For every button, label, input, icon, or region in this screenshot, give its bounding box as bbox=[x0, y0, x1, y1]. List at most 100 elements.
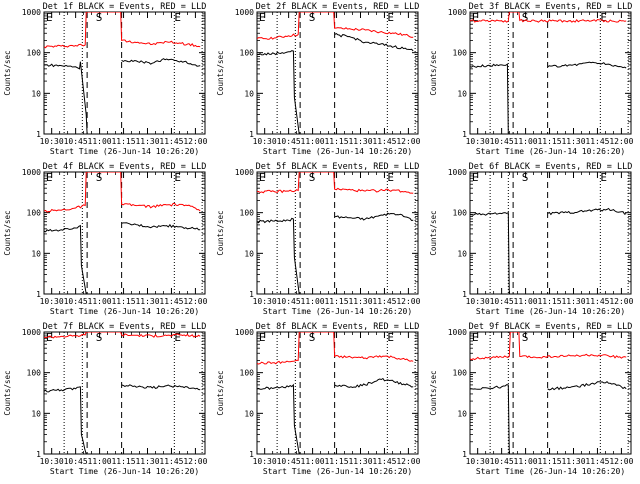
events-series-line bbox=[470, 63, 510, 134]
event-marker-label: S bbox=[96, 11, 103, 24]
chart-panel-6: Det 6f BLACK = Events, RED = LLD 1 10 100 10… bbox=[429, 162, 634, 316]
x-tick-label: 11:00 bbox=[88, 297, 112, 306]
chart-panel-4: Det 4f BLACK = Events, RED = LLD 1 10 100 10… bbox=[3, 162, 208, 316]
plot-frame bbox=[256, 171, 419, 295]
y-tick-label: 10 bbox=[31, 409, 41, 418]
series-group bbox=[257, 12, 414, 134]
lld-series-line bbox=[257, 12, 414, 40]
y-tick-label: 1 bbox=[462, 290, 467, 299]
chart-panel-8: Det 8f BLACK = Events, RED = LLD 1 10 100 10… bbox=[216, 322, 421, 476]
x-tick-label: 10:45 bbox=[64, 457, 88, 466]
x-tick-label: 11:00 bbox=[514, 137, 538, 146]
x-tick-label: 10:45 bbox=[277, 297, 301, 306]
chart-panel-1: Det 1f BLACK = Events, RED = LLD 1 10 100 10… bbox=[3, 2, 208, 156]
y-tick-label: 100 bbox=[240, 209, 255, 218]
y-tick-label: 1000 bbox=[448, 168, 467, 177]
y-tick-label: 10 bbox=[457, 409, 467, 418]
chart-title: Det 3f BLACK = Events, RED = LLD bbox=[469, 2, 633, 12]
y-tick-label: 100 bbox=[453, 49, 468, 58]
x-axis-label: Start Time (26-Jun-14 10:26:20) bbox=[263, 147, 412, 156]
x-axis-label: Start Time (26-Jun-14 10:26:20) bbox=[50, 147, 199, 156]
x-tick-label: 11:45 bbox=[159, 137, 183, 146]
x-tick-label: 11:00 bbox=[514, 297, 538, 306]
event-marker-label: E bbox=[472, 11, 479, 24]
y-tick-label: 1 bbox=[36, 290, 41, 299]
x-tick-label: 11:30 bbox=[135, 457, 159, 466]
y-axis-label: Counts/sec bbox=[429, 370, 438, 415]
x-tick-label: 10:30 bbox=[40, 457, 64, 466]
x-tick-label: 12:00 bbox=[396, 297, 420, 306]
x-tick-label: 11:30 bbox=[135, 137, 159, 146]
x-axis-label: Start Time (26-Jun-14 10:26:20) bbox=[263, 307, 412, 316]
plot-frame bbox=[256, 331, 419, 455]
events-series-line bbox=[121, 58, 201, 67]
x-tick-label: 11:30 bbox=[561, 137, 585, 146]
event-marker-label: E bbox=[174, 11, 181, 24]
x-tick-label: 11:15 bbox=[324, 137, 348, 146]
y-tick-label: 1 bbox=[462, 450, 467, 459]
x-tick-label: 11:45 bbox=[585, 297, 609, 306]
series-group bbox=[257, 332, 414, 454]
event-marker-label: E bbox=[259, 331, 266, 344]
x-tick-label: 11:30 bbox=[561, 457, 585, 466]
x-tick-label: 11:45 bbox=[372, 297, 396, 306]
y-tick-label: 1000 bbox=[235, 8, 254, 17]
series-group bbox=[470, 207, 627, 294]
y-tick-label: 10 bbox=[244, 409, 254, 418]
y-tick-label: 10 bbox=[31, 249, 41, 258]
event-marker-label: E bbox=[387, 331, 394, 344]
x-tick-label: 11:30 bbox=[348, 137, 372, 146]
series-group bbox=[44, 12, 201, 134]
y-tick-label: 10 bbox=[457, 89, 467, 98]
events-series-line bbox=[470, 211, 510, 294]
event-marker-label: E bbox=[600, 171, 607, 184]
y-tick-label: 1 bbox=[249, 290, 254, 299]
x-tick-label: 11:30 bbox=[561, 297, 585, 306]
x-tick-label: 10:30 bbox=[466, 137, 490, 146]
y-tick-label: 10 bbox=[244, 249, 254, 258]
x-tick-label: 11:00 bbox=[301, 297, 325, 306]
series-group bbox=[470, 12, 627, 134]
y-tick-label: 100 bbox=[27, 49, 42, 58]
y-tick-label: 10 bbox=[244, 89, 254, 98]
x-tick-label: 11:45 bbox=[159, 457, 183, 466]
x-tick-label: 10:30 bbox=[253, 297, 277, 306]
x-tick-label: 11:15 bbox=[537, 457, 561, 466]
plot-frame bbox=[43, 171, 206, 295]
x-tick-label: 11:15 bbox=[324, 457, 348, 466]
x-tick-label: 10:30 bbox=[40, 297, 64, 306]
series-group bbox=[257, 172, 414, 294]
event-marker-label: S bbox=[96, 171, 103, 184]
chart-panel-9: Det 9f BLACK = Events, RED = LLD 1 10 100 10… bbox=[429, 322, 634, 476]
chart-title: Det 8f BLACK = Events, RED = LLD bbox=[256, 322, 420, 332]
y-tick-label: 1 bbox=[36, 130, 41, 139]
y-axis-label: Counts/sec bbox=[3, 370, 12, 415]
event-marker-label: S bbox=[309, 171, 316, 184]
lld-series-line bbox=[470, 332, 627, 361]
events-series-line bbox=[121, 384, 201, 391]
x-tick-label: 10:30 bbox=[466, 457, 490, 466]
x-axis-label: Start Time (26-Jun-14 10:26:20) bbox=[263, 467, 412, 476]
event-marker-label: S bbox=[522, 331, 529, 344]
x-tick-label: 10:45 bbox=[277, 457, 301, 466]
events-series-line bbox=[470, 384, 510, 454]
x-tick-label: 11:00 bbox=[301, 137, 325, 146]
y-axis-label: Counts/sec bbox=[429, 210, 438, 255]
x-tick-label: 11:45 bbox=[372, 457, 396, 466]
y-axis-label: Counts/sec bbox=[216, 50, 225, 95]
x-tick-label: 12:00 bbox=[609, 297, 633, 306]
y-tick-label: 1000 bbox=[235, 328, 254, 337]
chart-title: Det 2f BLACK = Events, RED = LLD bbox=[256, 2, 420, 12]
event-marker-label: E bbox=[46, 331, 53, 344]
event-marker-label: S bbox=[309, 11, 316, 24]
events-series-line bbox=[547, 381, 627, 391]
x-axis-label: Start Time (26-Jun-14 10:26:20) bbox=[50, 467, 199, 476]
x-axis-label: Start Time (26-Jun-14 10:26:20) bbox=[476, 467, 625, 476]
x-tick-label: 11:00 bbox=[88, 457, 112, 466]
y-tick-label: 1000 bbox=[448, 8, 467, 17]
lld-series-line bbox=[44, 12, 201, 49]
y-tick-label: 100 bbox=[27, 209, 42, 218]
x-tick-label: 11:15 bbox=[324, 297, 348, 306]
chart-title: Det 4f BLACK = Events, RED = LLD bbox=[43, 162, 207, 172]
